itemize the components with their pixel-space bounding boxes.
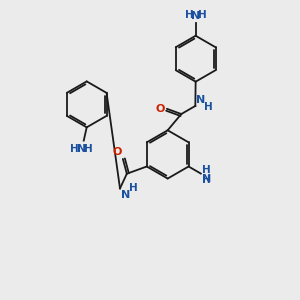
Text: O: O (155, 104, 165, 114)
Text: H: H (198, 10, 207, 20)
Text: H: H (204, 102, 213, 112)
Text: H: H (84, 144, 93, 154)
Text: H: H (202, 165, 211, 175)
Text: N: N (196, 95, 205, 105)
Text: N: N (121, 190, 130, 200)
Text: N: N (202, 174, 211, 184)
Text: N: N (77, 143, 86, 154)
Text: H: H (129, 183, 138, 194)
Text: N: N (191, 11, 200, 21)
Text: H: H (70, 144, 79, 154)
Text: H: H (185, 10, 194, 20)
Text: O: O (112, 147, 122, 157)
Text: H: H (202, 175, 211, 185)
